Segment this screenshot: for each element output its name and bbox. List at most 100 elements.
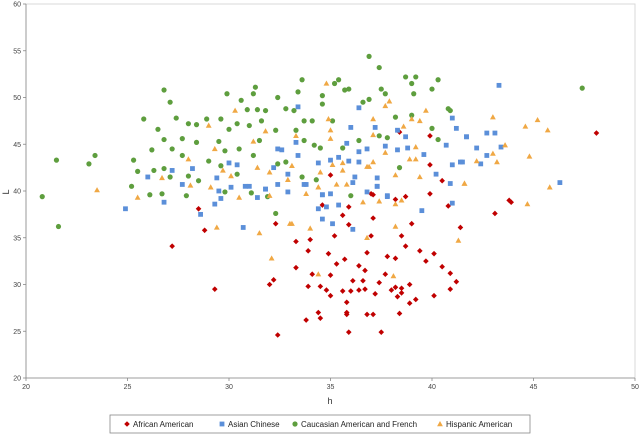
data-point [220, 167, 226, 173]
data-point [352, 174, 358, 180]
data-point [421, 152, 427, 157]
data-point [273, 127, 279, 133]
data-point [427, 162, 433, 168]
data-point [275, 94, 281, 101]
data-point [388, 287, 395, 293]
x-tick-label: 40 [428, 384, 436, 391]
data-point [376, 279, 383, 286]
data-point [289, 220, 295, 226]
data-point [345, 221, 352, 228]
legend-marker-circle-icon [292, 421, 298, 427]
data-point [218, 163, 224, 169]
data-point [275, 182, 281, 187]
data-point [328, 157, 333, 163]
data-point [433, 171, 439, 177]
data-point [423, 107, 429, 113]
data-point [593, 130, 600, 136]
data-point [405, 145, 411, 151]
data-point [183, 193, 189, 199]
data-point [478, 161, 484, 167]
data-point [222, 148, 228, 154]
data-point [141, 116, 147, 122]
data-point [283, 159, 289, 165]
data-point [408, 220, 415, 227]
data-point [374, 183, 380, 189]
data-point [449, 200, 455, 206]
data-point [429, 125, 435, 131]
data-point [311, 142, 317, 148]
data-point [492, 130, 498, 136]
data-point [317, 315, 324, 321]
data-point [356, 149, 362, 155]
data-point [250, 91, 256, 97]
data-point [167, 99, 173, 105]
data-point [348, 288, 354, 294]
data-point [222, 189, 228, 195]
data-point [344, 140, 350, 146]
data-point [534, 116, 541, 123]
data-point [266, 192, 273, 198]
data-point [315, 206, 321, 212]
data-point [161, 199, 167, 205]
data-point [360, 277, 366, 284]
data-point [473, 158, 480, 164]
data-point [431, 250, 437, 257]
axes: 20 25 30 35 40 45 50 20 25 30 35 40 45 50 55 60 [13, 2, 639, 392]
data-point [370, 311, 376, 318]
data-point [382, 102, 389, 109]
data-point [384, 135, 390, 141]
data-point [445, 203, 452, 209]
legend-marker-triangle-icon [437, 421, 443, 427]
data-point [193, 139, 200, 145]
data-point [295, 153, 301, 158]
data-point [362, 267, 368, 274]
data-point [228, 184, 234, 190]
data-point [356, 287, 362, 293]
data-point [343, 311, 350, 318]
series-asian-chinese [123, 82, 563, 232]
data-point [159, 174, 165, 181]
data-point [360, 199, 366, 205]
data-point [406, 156, 413, 162]
data-point [315, 184, 322, 190]
data-point [195, 178, 202, 184]
data-point [408, 116, 415, 122]
data-point [395, 147, 400, 153]
data-point [461, 180, 468, 186]
data-point [256, 230, 263, 236]
data-point [293, 264, 299, 271]
data-point [429, 86, 435, 92]
y-tick-label: 60 [13, 2, 21, 9]
data-point [494, 159, 500, 165]
data-point [207, 184, 214, 190]
data-point [327, 272, 334, 278]
data-point [346, 86, 352, 92]
data-point [409, 80, 415, 87]
data-point [323, 287, 330, 293]
data-point [193, 122, 200, 128]
x-tick-label: 20 [22, 384, 30, 391]
data-point [395, 127, 400, 133]
data-point [246, 122, 252, 129]
data-point [185, 173, 191, 179]
data-point [135, 168, 141, 174]
data-point [356, 159, 362, 165]
data-point [309, 118, 315, 124]
data-point [396, 165, 403, 171]
x-tick-label: 50 [631, 384, 639, 391]
data-point [343, 299, 350, 306]
y-tick-label: 25 [13, 329, 21, 336]
data-point [394, 293, 401, 300]
data-point [86, 161, 92, 167]
data-point [198, 211, 203, 217]
data-point [439, 177, 445, 184]
data-point [254, 164, 261, 170]
data-point [392, 172, 399, 178]
data-point [386, 98, 393, 104]
data-point [262, 128, 269, 134]
data-point [370, 191, 376, 198]
data-point [273, 210, 279, 217]
data-point [447, 270, 454, 277]
y-tick-label: 35 [13, 235, 21, 242]
data-point [455, 237, 462, 243]
